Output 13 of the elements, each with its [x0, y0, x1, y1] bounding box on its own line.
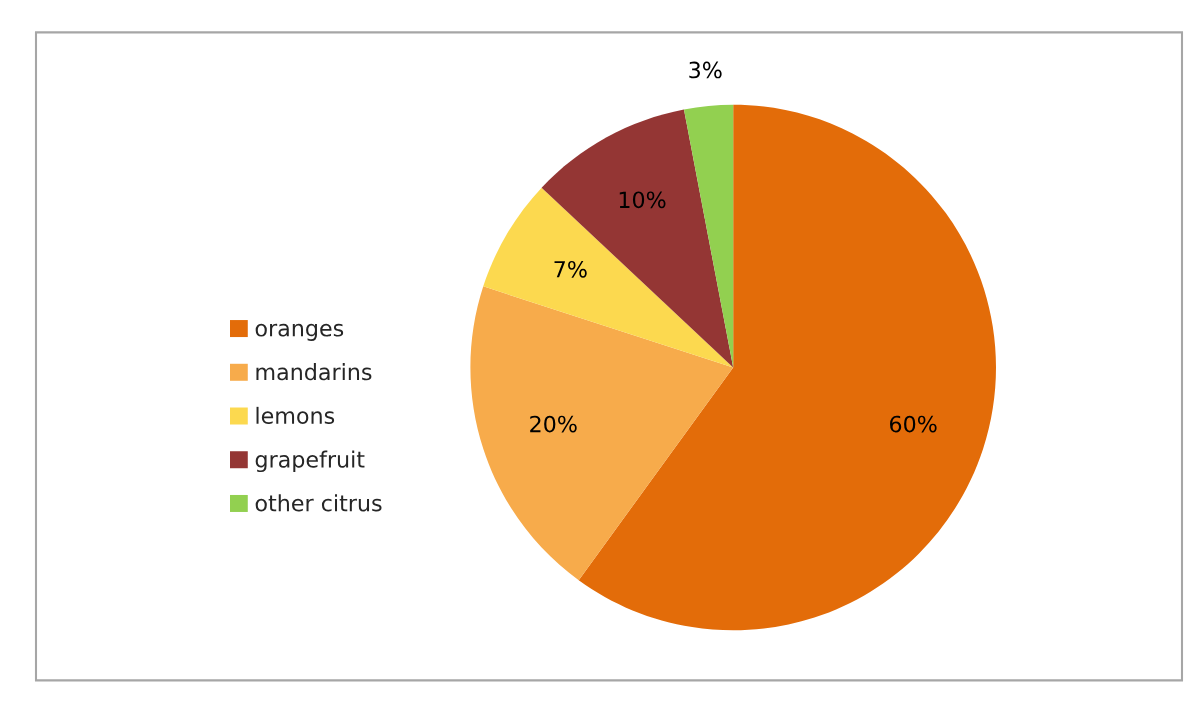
legend-label: lemons	[256, 406, 335, 425]
legend-label: oranges	[255, 323, 344, 341]
legend-label: mandarins	[256, 363, 372, 381]
pie-slice	[470, 286, 734, 581]
pie-slice	[483, 187, 734, 368]
data-label: 10%	[619, 191, 666, 209]
data-label: 3%	[689, 61, 722, 79]
data-label: 20%	[530, 415, 577, 433]
legend-label: grapefruit	[255, 450, 365, 473]
pie-slice	[541, 109, 734, 368]
legend-label: other citrus	[255, 494, 382, 512]
data-label: 60%	[890, 415, 937, 433]
data-label: 7%	[554, 260, 587, 278]
